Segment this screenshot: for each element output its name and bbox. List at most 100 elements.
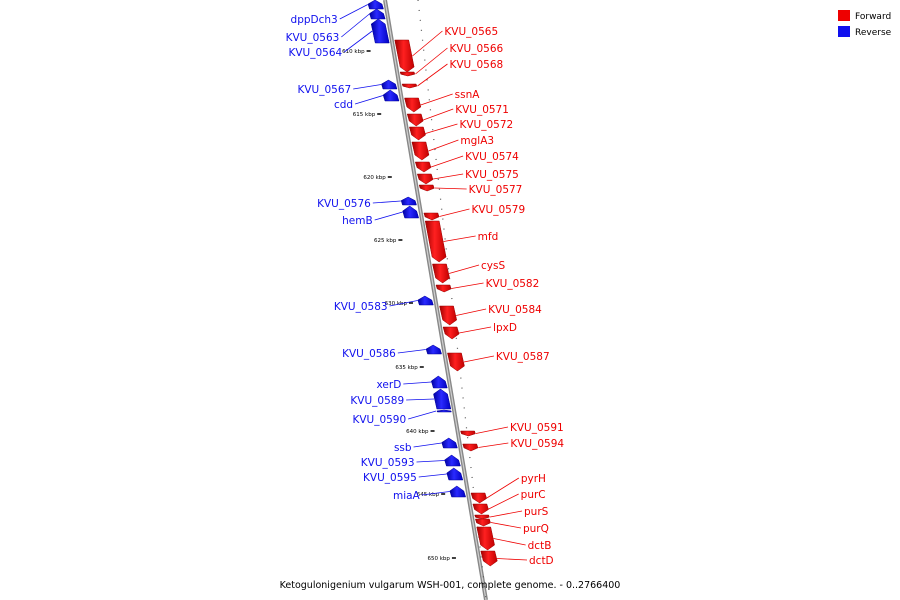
forward-gene-label[interactable]: purC bbox=[521, 489, 546, 501]
forward-gene-label[interactable]: pyrH bbox=[521, 473, 546, 485]
forward-gene-arrow[interactable] bbox=[470, 492, 487, 504]
reverse-gene[interactable]: KVU_0586 bbox=[342, 344, 442, 360]
forward-gene-label[interactable]: mglA3 bbox=[460, 135, 494, 147]
reverse-gene[interactable]: KVU_0564 bbox=[288, 18, 390, 59]
forward-gene[interactable]: KVU_0571 bbox=[406, 104, 509, 127]
reverse-gene-arrow[interactable] bbox=[381, 79, 398, 90]
reverse-gene-label[interactable]: ssb bbox=[394, 442, 412, 454]
forward-gene[interactable]: KVU_0582 bbox=[435, 278, 540, 293]
reverse-gene-label[interactable]: cdd bbox=[334, 99, 353, 111]
reverse-gene-arrow[interactable] bbox=[446, 467, 464, 481]
forward-gene-arrow[interactable] bbox=[480, 550, 498, 567]
reverse-gene[interactable]: KVU_0593 bbox=[361, 454, 461, 469]
reverse-gene-arrow[interactable] bbox=[425, 344, 442, 355]
forward-gene-label[interactable]: KVU_0574 bbox=[465, 151, 519, 163]
forward-gene-arrow[interactable] bbox=[472, 503, 489, 515]
forward-gene-label[interactable]: KVU_0565 bbox=[444, 26, 498, 38]
reverse-gene-arrow[interactable] bbox=[433, 388, 452, 410]
forward-gene-label[interactable]: KVU_0587 bbox=[496, 351, 550, 363]
forward-gene[interactable]: purQ bbox=[475, 518, 549, 535]
forward-gene[interactable]: KVU_0579 bbox=[423, 204, 525, 221]
forward-gene-arrow[interactable] bbox=[474, 514, 490, 520]
forward-gene-arrow[interactable] bbox=[476, 526, 495, 551]
forward-gene[interactable]: mglA3 bbox=[411, 135, 494, 161]
forward-gene-label[interactable]: KVU_0571 bbox=[455, 104, 509, 116]
forward-gene-arrow[interactable] bbox=[462, 443, 479, 452]
reverse-gene-arrow[interactable] bbox=[370, 18, 390, 44]
forward-gene-label[interactable]: KVU_0572 bbox=[459, 119, 513, 131]
forward-gene-arrow[interactable] bbox=[401, 83, 418, 89]
reverse-gene[interactable]: xerD bbox=[377, 375, 448, 391]
forward-gene[interactable]: purS bbox=[474, 506, 549, 520]
forward-gene-label[interactable]: dctB bbox=[528, 540, 552, 552]
reverse-gene[interactable]: KVU_0590 bbox=[352, 409, 452, 426]
reverse-gene-label[interactable]: miaA bbox=[393, 490, 421, 502]
forward-gene[interactable]: KVU_0574 bbox=[414, 151, 519, 173]
reverse-gene-label[interactable]: KVU_0595 bbox=[363, 472, 417, 484]
forward-gene-arrow[interactable] bbox=[406, 113, 424, 127]
forward-gene-label[interactable]: purS bbox=[524, 506, 549, 518]
reverse-gene[interactable]: ssb bbox=[394, 437, 458, 454]
forward-gene-label[interactable]: dctD bbox=[529, 555, 554, 567]
forward-gene-arrow[interactable] bbox=[404, 97, 422, 113]
forward-gene[interactable]: KVU_0591 bbox=[460, 422, 564, 437]
forward-gene[interactable]: KVU_0565 bbox=[394, 26, 498, 73]
reverse-gene[interactable]: KVU_0563 bbox=[286, 8, 386, 44]
forward-gene-label[interactable]: purQ bbox=[523, 523, 549, 535]
forward-gene-label[interactable]: ssnA bbox=[455, 89, 481, 101]
reverse-gene[interactable]: hemB bbox=[342, 205, 420, 227]
reverse-gene-arrow[interactable] bbox=[417, 295, 434, 306]
forward-gene[interactable]: KVU_0577 bbox=[418, 184, 522, 196]
forward-gene[interactable]: cysS bbox=[432, 260, 505, 284]
reverse-gene-arrow[interactable] bbox=[449, 485, 466, 498]
reverse-gene-label[interactable]: KVU_0590 bbox=[352, 414, 406, 426]
forward-gene[interactable]: KVU_0584 bbox=[439, 304, 543, 326]
forward-gene[interactable]: KVU_0594 bbox=[462, 438, 565, 452]
reverse-gene-arrow[interactable] bbox=[400, 196, 417, 206]
reverse-gene-label[interactable]: KVU_0589 bbox=[350, 395, 404, 407]
reverse-gene-label[interactable]: hemB bbox=[342, 215, 373, 227]
reverse-gene[interactable]: KVU_0567 bbox=[297, 79, 398, 96]
forward-gene-label[interactable]: KVU_0584 bbox=[488, 304, 542, 316]
reverse-gene-label[interactable]: KVU_0564 bbox=[288, 47, 342, 59]
reverse-gene[interactable]: dppDch3 bbox=[291, 0, 384, 26]
forward-gene[interactable]: dctD bbox=[480, 550, 554, 567]
forward-gene-arrow[interactable] bbox=[439, 305, 457, 326]
forward-gene[interactable]: KVU_0575 bbox=[416, 169, 519, 185]
forward-gene-label[interactable]: KVU_0582 bbox=[486, 278, 540, 290]
reverse-gene-label[interactable]: KVU_0593 bbox=[361, 457, 415, 469]
reverse-gene-arrow[interactable] bbox=[382, 89, 400, 102]
reverse-gene-arrow[interactable] bbox=[367, 0, 384, 10]
reverse-gene[interactable]: miaA bbox=[393, 485, 466, 502]
forward-gene[interactable]: purC bbox=[472, 489, 546, 515]
forward-gene-arrow[interactable] bbox=[416, 173, 434, 185]
forward-gene-arrow[interactable] bbox=[414, 161, 432, 173]
forward-gene-arrow[interactable] bbox=[424, 220, 447, 263]
forward-gene-arrow[interactable] bbox=[432, 263, 450, 284]
forward-gene-label[interactable]: KVU_0594 bbox=[510, 438, 564, 450]
forward-gene-label[interactable]: KVU_0591 bbox=[510, 422, 564, 434]
forward-gene[interactable]: pyrH bbox=[470, 473, 546, 504]
forward-gene[interactable]: dctB bbox=[476, 526, 552, 552]
forward-gene-arrow[interactable] bbox=[411, 141, 430, 161]
forward-gene-arrow[interactable] bbox=[394, 39, 415, 73]
reverse-gene-label[interactable]: KVU_0567 bbox=[297, 84, 351, 96]
forward-gene-arrow[interactable] bbox=[475, 518, 491, 527]
reverse-gene-label[interactable]: KVU_0583 bbox=[334, 301, 388, 313]
reverse-gene-arrow[interactable] bbox=[436, 409, 452, 413]
forward-gene-label[interactable]: KVU_0575 bbox=[465, 169, 519, 181]
forward-gene-arrow[interactable] bbox=[399, 71, 416, 77]
forward-gene-label[interactable]: lpxD bbox=[493, 322, 517, 334]
reverse-gene-arrow[interactable] bbox=[369, 8, 386, 20]
forward-gene[interactable]: KVU_0572 bbox=[409, 119, 513, 141]
reverse-gene-label[interactable]: xerD bbox=[377, 379, 402, 391]
reverse-gene-arrow[interactable] bbox=[402, 205, 420, 219]
forward-gene[interactable]: mfd bbox=[424, 220, 498, 263]
forward-gene[interactable]: KVU_0566 bbox=[399, 43, 504, 77]
forward-gene[interactable]: lpxD bbox=[442, 322, 517, 340]
reverse-gene[interactable]: KVU_0583 bbox=[334, 295, 434, 313]
forward-gene-label[interactable]: cysS bbox=[481, 260, 505, 272]
reverse-gene[interactable]: KVU_0595 bbox=[363, 467, 464, 484]
reverse-gene-label[interactable]: KVU_0563 bbox=[286, 32, 340, 44]
reverse-gene-label[interactable]: KVU_0576 bbox=[317, 198, 371, 210]
